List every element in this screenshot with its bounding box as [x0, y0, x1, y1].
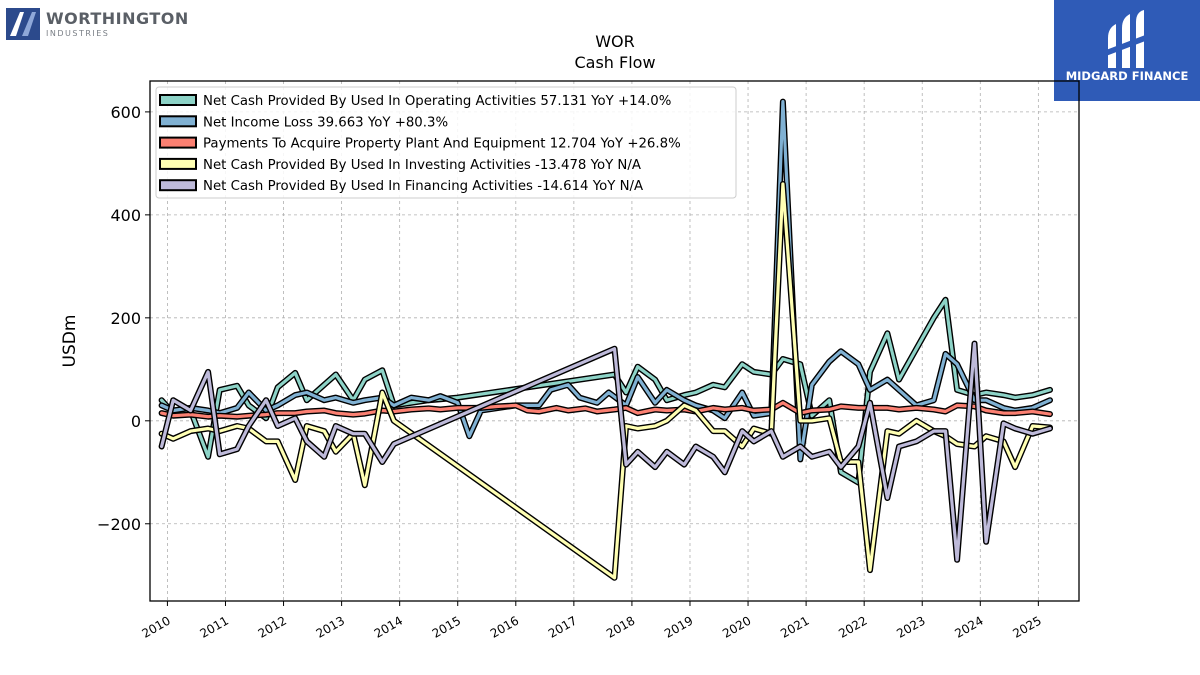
midgard-brand-name: MIDGARD FINANCE: [1065, 69, 1189, 83]
worthington-brand-sub: INDUSTRIES: [46, 28, 110, 38]
midgard-finance-logo: MIDGARD FINANCE: [1054, 0, 1200, 101]
legend-swatch: [159, 157, 197, 170]
x-tick-label: 2018: [604, 613, 637, 640]
worthington-logo: WORTHINGTON INDUSTRIES: [6, 8, 189, 40]
legend-label: Net Income Loss 39.663 YoY +80.3%: [203, 115, 448, 130]
x-tick-label: 2015: [430, 613, 463, 640]
y-axis-label: USDm: [60, 315, 80, 368]
x-tick-label: 2020: [720, 613, 753, 640]
x-tick-label: 2017: [546, 613, 579, 640]
legend-label: Net Cash Provided By Used In Operating A…: [203, 94, 671, 109]
x-tick-label: 2019: [662, 613, 695, 640]
legend-box: [155, 86, 737, 199]
chart-subtitle: Cash Flow: [574, 53, 655, 72]
y-tick-label: 400: [110, 206, 141, 225]
legend-swatch: [159, 115, 197, 128]
legend: Net Cash Provided By Used In Operating A…: [155, 86, 737, 199]
x-tick-label: 2010: [139, 613, 172, 640]
series-line: [160, 182, 1052, 580]
y-tick-label: 600: [110, 103, 141, 122]
plot-frame: [149, 80, 1080, 602]
x-tick-label: 2024: [952, 613, 985, 640]
midgard-mark-icon: [1106, 10, 1148, 68]
x-tick-label: 2011: [198, 613, 231, 640]
series-lines: [158, 98, 1053, 581]
series-line: [160, 342, 1052, 562]
x-tick-label: 2021: [778, 613, 811, 640]
x-tick-label: 2023: [894, 613, 927, 640]
y-tick-label: −200: [97, 515, 141, 534]
x-tick-label: 2016: [488, 613, 521, 640]
series-outline: [158, 181, 1053, 581]
legend-label: Payments To Acquire Property Plant And E…: [203, 137, 681, 152]
legend-swatch: [159, 136, 197, 149]
y-tick-label: 0: [131, 412, 141, 431]
y-tick-label: 200: [110, 309, 141, 328]
legend-label: Net Cash Provided By Used In Financing A…: [203, 179, 643, 194]
x-tick-label: 2013: [314, 613, 347, 640]
x-tick-label: 2012: [256, 613, 289, 640]
x-tick-label: 2025: [1010, 613, 1043, 640]
worthington-brand-name: WORTHINGTON: [46, 8, 189, 28]
legend-swatch: [159, 179, 197, 192]
x-tick-label: 2014: [372, 613, 405, 640]
series-line: [160, 401, 1052, 419]
chart-title: WOR: [595, 32, 635, 51]
worthington-mark-icon: [6, 8, 40, 40]
legend-swatch: [159, 94, 197, 106]
legend-label: Net Cash Provided By Used In Investing A…: [203, 158, 641, 173]
x-tick-label: 2022: [836, 613, 869, 640]
